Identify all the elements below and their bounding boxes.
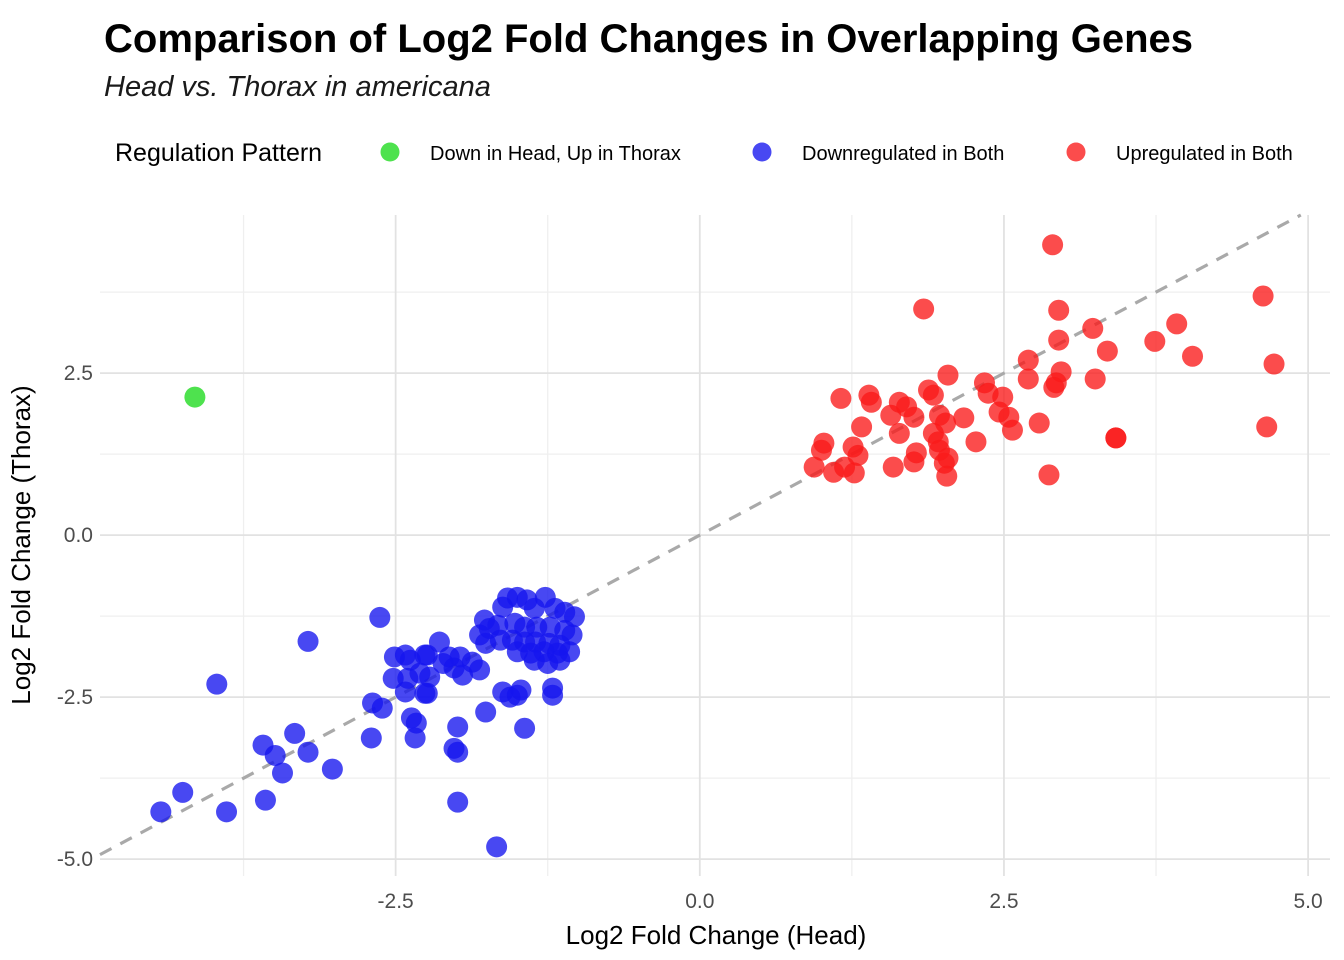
scatter-point [1263,353,1285,375]
scatter-point [419,666,441,688]
scatter-point [475,701,497,723]
scatter-point [360,727,382,749]
scatter-point [1017,368,1039,390]
scatter-point [810,439,832,461]
x-tick-label: 0.0 [685,890,714,913]
chart-subtitle: Head vs. Thorax in americana [104,71,491,103]
scatter-point [321,758,343,780]
scatter-point [254,789,276,811]
scatter-point [206,673,228,695]
y-tick-label: 0.0 [64,524,93,547]
scatter-point [1017,349,1039,371]
scatter-point [1105,427,1127,449]
scatter-point [913,298,935,320]
scatter-point [264,744,286,766]
scatter-point [486,836,508,858]
scatter-point [1096,340,1118,362]
scatter-point [542,677,564,699]
scatter-point [537,652,559,674]
legend-key-dot [380,142,400,162]
scatter-point [953,407,975,429]
scatter-point [284,722,306,744]
scatter-point [404,727,426,749]
scatter-point [830,387,852,409]
scatter-point [1028,412,1050,434]
axis-tick-labels: -2.5 0.0 2.5 5.0 -5.0 -2.5 0.0 2.5 [57,362,1323,913]
x-tick-label: 2.5 [989,890,1018,913]
legend-item-label: Down in Head, Up in Thorax [430,143,681,165]
scatter-point [297,630,319,652]
scatter-point [823,461,845,483]
scatter-point [1182,345,1204,367]
scatter-point [271,762,293,784]
scatter-point [851,416,873,438]
scatter-point [1252,285,1274,307]
scatter-point [1048,329,1070,351]
scatter-points-layer [150,234,1285,858]
scatter-point [880,404,902,426]
scatter-point [1038,464,1060,486]
scatter-point [394,681,416,703]
scatter-point [1048,299,1070,321]
y-tick-label: 2.5 [64,362,93,385]
scatter-point [1084,368,1106,390]
legend-item-label: Upregulated in Both [1116,143,1293,165]
x-axis-title: Log2 Fold Change (Head) [566,920,867,950]
scatter-point [369,606,391,628]
scatter-point [447,741,469,763]
legend-key-dot [752,142,772,162]
scatter-point [1144,330,1166,352]
scatter-point [492,596,514,618]
x-tick-label: 5.0 [1293,890,1322,913]
scatter-point [371,697,393,719]
legend-item-label: Downregulated in Both [802,143,1004,165]
legend-title: Regulation Pattern [115,139,322,167]
chart-title: Comparison of Log2 Fold Changes in Overl… [104,17,1193,61]
scatter-point [452,664,474,686]
scatter-point [903,406,925,428]
scatter-point [514,717,536,739]
scatter-point [382,667,404,689]
scatter-point [297,741,319,763]
y-axis-title: Log2 Fold Change (Thorax) [6,385,36,704]
scatter-point [523,597,545,619]
scatter-point [936,465,958,487]
scatter-point [216,801,238,823]
scatter-point [492,681,514,703]
scatter-point [447,716,469,738]
scatter-point [416,682,438,704]
scatter-point [922,384,944,406]
scatter-point [965,431,987,453]
scatter-point [1001,419,1023,441]
legend-key-dot [1066,142,1086,162]
legend-items: Down in Head, Up in Thorax Downregulated … [380,142,1293,165]
scatter-point [888,422,910,444]
scatter-point [416,644,438,666]
scatter-point [843,462,865,484]
scatter-point [1166,313,1188,335]
scatter-point [860,391,882,413]
scatter-point [803,456,825,478]
scatter-point [1042,234,1064,256]
y-tick-label: -2.5 [57,686,93,709]
scatter-point [937,364,959,386]
scatter-point [172,781,194,803]
scatter-point [1256,416,1278,438]
scatter-point [510,679,532,701]
gridlines-major [100,215,1330,876]
scatter-point [1043,376,1065,398]
scatter-point [1082,317,1104,339]
y-tick-label: -5.0 [57,848,93,871]
gridlines-minor [100,215,1330,876]
scatter-point [469,659,491,681]
scatter-point [150,801,172,823]
scatter-point [447,791,469,813]
scatter-point [903,451,925,473]
x-tick-label: -2.5 [378,890,414,913]
scatter-point [184,386,206,408]
scatter-point [882,456,904,478]
